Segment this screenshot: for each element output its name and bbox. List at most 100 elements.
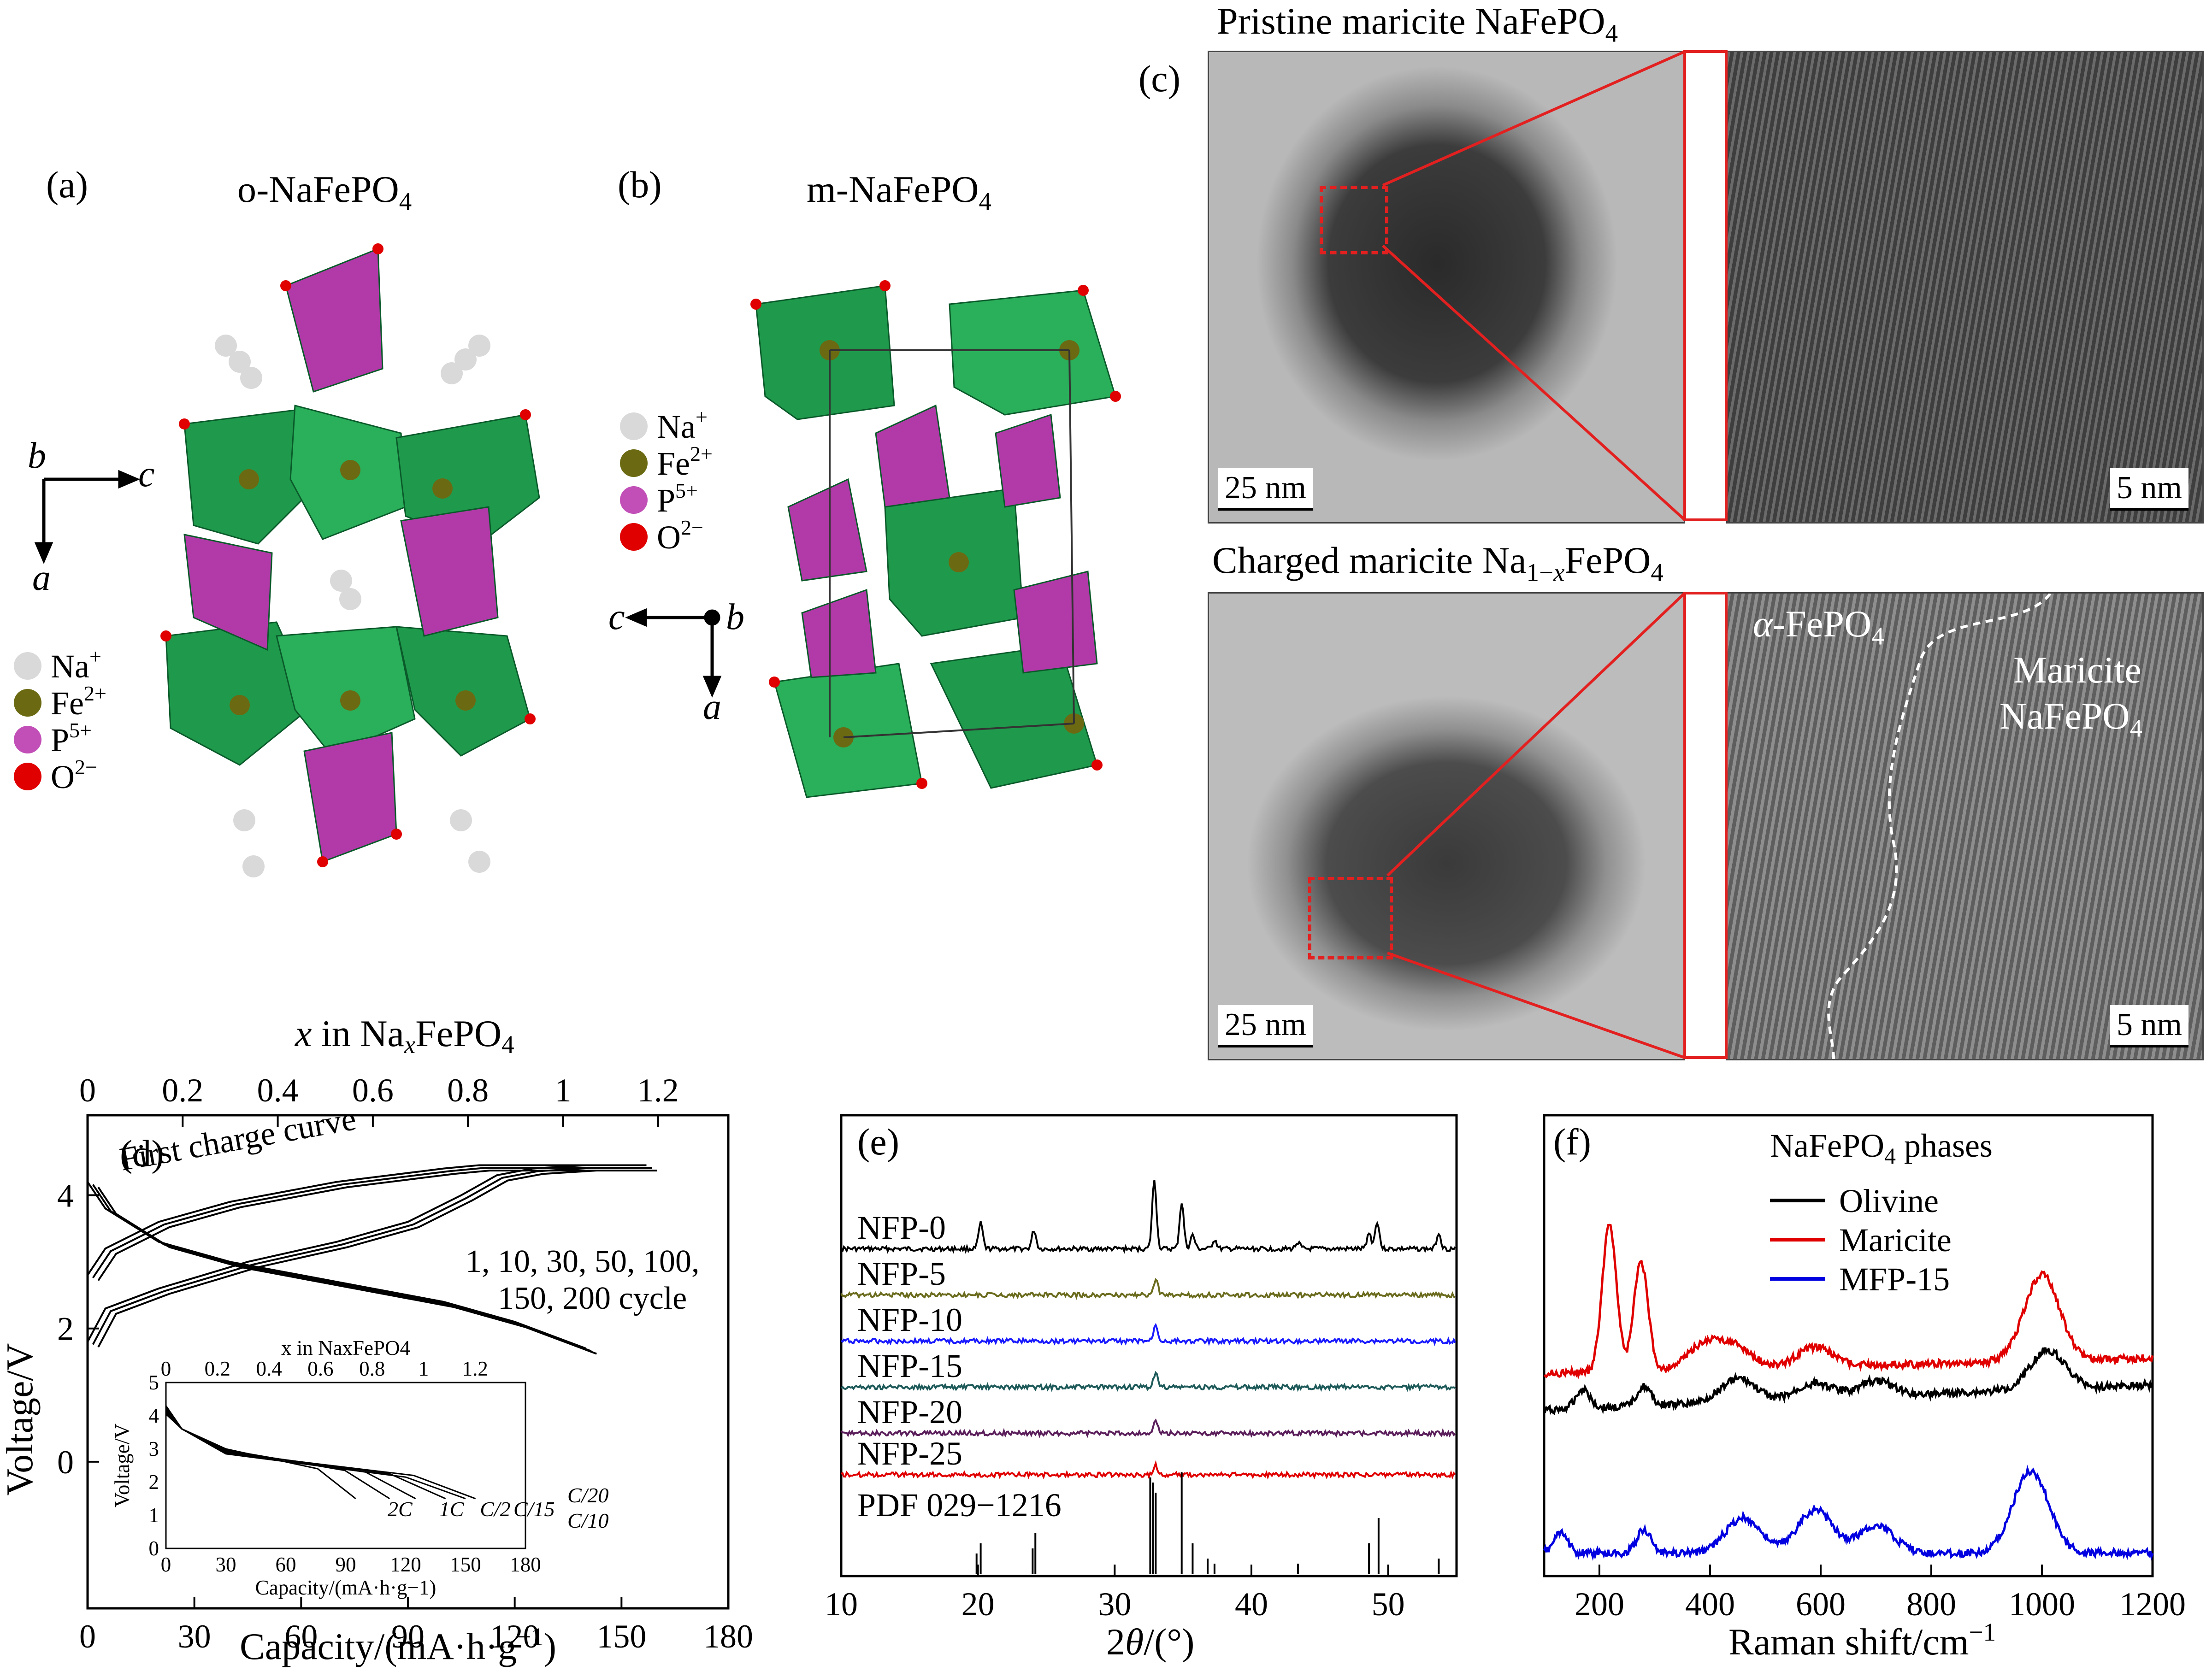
- inset-rate-label: C/2: [480, 1497, 510, 1521]
- panel-d-curve: [87, 1164, 647, 1276]
- panel-f-legend-label: MFP-15: [1839, 1261, 1950, 1298]
- panel-d-toptick-label: 1: [554, 1072, 571, 1109]
- panel-e-pattern-nfp-10: [841, 1323, 1456, 1347]
- panel-a-crystal-structure: b c a Na+ Fe2+ P5+ O2−: [14, 243, 540, 877]
- panel-d-ytick-label: 4: [57, 1177, 74, 1214]
- panel-a-axes: [34, 470, 140, 564]
- inset-ytick-label: 2: [149, 1471, 159, 1494]
- roi-box-bottom: [1308, 877, 1393, 959]
- tem-charged-hrtem: α-FePO4 Maricite NaFePO4 5 nm: [1726, 592, 2204, 1060]
- panel-e-pattern-nfp-5: [840, 1278, 1456, 1300]
- scale-bar-5nm-bottom: 5 nm: [2110, 1005, 2188, 1047]
- inset-curve: [165, 1407, 390, 1500]
- panel-e-series-label: NFP-25: [857, 1435, 962, 1472]
- panel-c-bottom-title: Charged maricite Na1−xFePO4: [1212, 539, 1663, 587]
- inset-toptick-label: 0: [161, 1357, 171, 1380]
- panel-f-xtick-label: 200: [1575, 1586, 1624, 1623]
- panel-d-curve: [97, 1187, 597, 1355]
- panel-e-label: (e): [857, 1121, 899, 1163]
- scale-bar-25nm-bottom: 25 nm: [1218, 1005, 1313, 1047]
- panel-e-series-label: NFP-5: [857, 1255, 946, 1292]
- inset-xtick-label: 60: [276, 1553, 296, 1576]
- panel-d-curve: [97, 1170, 657, 1281]
- panel-e-chart: (e) 10 20 30 40 50 NFP-0 NFP-5 NFP-10 NFP-15 NFP…: [825, 1114, 1458, 1663]
- panel-d-annotation-cycles-1: 1, 10, 30, 50, 100,: [466, 1244, 700, 1279]
- panel-f-xtick-label: 800: [1906, 1586, 1956, 1623]
- scale-bar-25nm-top: 25 nm: [1218, 468, 1313, 511]
- phase-label-maricite: Maricite: [2013, 649, 2141, 691]
- inset-rate-label: C/15: [513, 1497, 554, 1521]
- panel-d-annotation-cycles-2: 150, 200 cycle: [498, 1281, 687, 1316]
- panel-e-xtick-label: 40: [1235, 1586, 1268, 1623]
- panel-f-xtick-label: 400: [1685, 1586, 1735, 1623]
- panel-f-legend-label: Maricite: [1839, 1222, 1952, 1259]
- panel-d-top-xlabel: x in NaxFePO4: [295, 1012, 514, 1059]
- inset-curve: [165, 1408, 416, 1500]
- tem-pristine-overview: 25 nm: [1208, 51, 1685, 524]
- inset-ytick-label: 5: [149, 1371, 159, 1394]
- inset-xtick-label: 120: [390, 1553, 421, 1576]
- inset-toptick-label: 0.8: [359, 1357, 385, 1380]
- inset-ylabel: Voltage/V: [111, 1424, 134, 1507]
- panel-b-crystal-structure: Na+ Fe2+ P5+ O2− c b a: [608, 280, 1121, 798]
- panel-d-frame: [86, 1114, 730, 1610]
- panel-b-axis-b: b: [726, 597, 744, 637]
- panel-d-toptick-label: 0.4: [257, 1072, 299, 1109]
- inset-ytick-label: 1: [149, 1504, 159, 1527]
- panel-e-pattern-nfp-20: [840, 1418, 1456, 1439]
- panel-f-xtick-label: 1000: [2009, 1586, 2075, 1623]
- inset-toptick-label: 1.2: [462, 1357, 488, 1380]
- panel-d-label: (d): [120, 1132, 164, 1174]
- inset-toptick-label: 0.2: [205, 1357, 230, 1380]
- panel-d-curve: [92, 1167, 652, 1278]
- inset-xtick-label: 30: [216, 1553, 236, 1576]
- panel-d-toptick-label: 0.6: [352, 1072, 394, 1109]
- panel-a-axis-a: a: [32, 558, 51, 598]
- panel-d-xtick-label: 180: [703, 1618, 753, 1655]
- inset-xtick-label: 0: [161, 1553, 171, 1576]
- panel-f-spectrum-olivine: [1543, 1347, 2153, 1416]
- inset-curve: [165, 1410, 446, 1500]
- panel-f-spectrum-maricite: [1543, 1224, 2154, 1380]
- inset-curve: [165, 1405, 356, 1500]
- inset-toptick-label: 0.6: [307, 1357, 333, 1380]
- panel-f-spectrum-mfp-15: [1543, 1465, 2154, 1561]
- panel-f-label: (f): [1553, 1121, 1591, 1163]
- panel-d-toptick-label: 1.2: [637, 1072, 679, 1109]
- panel-e-xtick-label: 30: [1098, 1586, 1131, 1623]
- panel-d-curve: [97, 1170, 657, 1348]
- panel-e-xtick-label: 50: [1372, 1586, 1405, 1623]
- panel-d-toptick-label: 0.2: [162, 1072, 203, 1109]
- panel-e-xlabel: 2θ/(°): [1106, 1621, 1194, 1663]
- scale-bar-5nm-top: 5 nm: [2110, 468, 2188, 511]
- panel-e-reference-label: PDF 029−1216: [857, 1487, 1062, 1524]
- panel-e-series-label: NFP-10: [857, 1301, 962, 1338]
- panel-d-ytick-label: 0: [57, 1444, 74, 1481]
- panel-d-toptick-label: 0: [79, 1072, 96, 1109]
- panel-e-series-label: NFP-0: [857, 1209, 946, 1246]
- panel-e-series-label: NFP-20: [857, 1394, 962, 1430]
- inset-frame: [165, 1382, 526, 1549]
- panel-d-annotation-first: First charge curve: [117, 1100, 359, 1178]
- panel-e-series-label: NFP-15: [857, 1347, 962, 1384]
- panel-f-chart: (f) NaFePO4 phases OlivineMariciteMFP-15…: [1543, 1114, 2186, 1663]
- phase-label-nafepo4: NaFePO4: [2000, 695, 2142, 742]
- inset-rate-label: C/20: [567, 1483, 608, 1507]
- panel-a-legend: [14, 652, 41, 790]
- roi-box-top: [1320, 186, 1388, 254]
- inset-toptick-label: 1: [419, 1357, 429, 1380]
- panel-d-xtick-label: 0: [79, 1618, 96, 1655]
- inset-ytick-label: 4: [149, 1404, 159, 1427]
- inset-xtick-label: 180: [510, 1553, 541, 1576]
- panel-d-ylabel: Voltage/V: [0, 1343, 41, 1495]
- panel-a-label: (a): [46, 164, 88, 206]
- panel-b-axis-a: a: [703, 687, 721, 727]
- panel-f-legend-title: NaFePO4 phases: [1770, 1127, 1993, 1169]
- inset-ytick-label: 0: [149, 1537, 159, 1560]
- inset-top-xlabel: x in NaxFePO4: [281, 1336, 410, 1359]
- panel-e-pattern-nfp-25: [841, 1460, 1456, 1480]
- panel-f-legend-label: Olivine: [1839, 1183, 1939, 1219]
- panel-e-pattern-nfp-15: [840, 1371, 1456, 1392]
